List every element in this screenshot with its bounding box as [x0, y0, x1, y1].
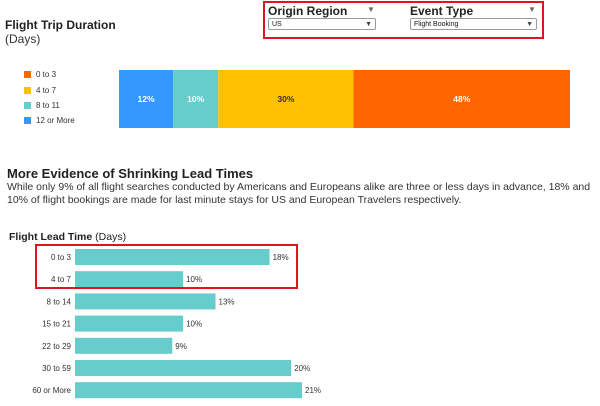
bar-22-to-29 — [75, 337, 173, 354]
legend-item: 4 to 7 — [24, 86, 75, 101]
stack-segment-4-to-7 — [218, 70, 354, 128]
value-label-15-to-21: 10% — [186, 320, 202, 329]
value-label-22-to-29: 9% — [175, 342, 187, 351]
legend-label: 12 or More — [36, 116, 75, 125]
value-label-30-to-59: 20% — [294, 364, 310, 373]
legend-label: 4 to 7 — [36, 86, 57, 95]
stack-segment-12-or-more — [119, 70, 174, 128]
legend-item: 12 or More — [24, 116, 75, 131]
section-body: While only 9% of all flight searches con… — [7, 181, 591, 206]
chevron-down-icon: ▼ — [365, 21, 372, 28]
stack-segment-0-to-3 — [353, 70, 570, 128]
trip-duration-units: (Days) — [5, 32, 41, 46]
legend-item: 8 to 11 — [24, 101, 75, 116]
chevron-down-icon: ▼ — [526, 21, 533, 28]
category-label-60-or-more: 60 or More — [32, 386, 71, 395]
origin-region-value: US — [272, 21, 282, 28]
legend-swatch-12-more — [24, 117, 31, 125]
event-type-menu-icon[interactable]: ▼ — [528, 5, 536, 14]
stack-segment-8-to-11 — [173, 70, 219, 128]
origin-region-label: Origin Region — [268, 4, 348, 18]
category-label-4-to-7: 4 to 7 — [51, 275, 72, 284]
stack-label-0-to-3: 48% — [453, 94, 470, 104]
category-label-22-to-29: 22 to 29 — [42, 342, 71, 351]
bar-60-or-more — [75, 382, 302, 399]
highlight-box-short-lead — [35, 244, 298, 289]
lead-time-title-main: Flight Lead Time — [9, 231, 93, 243]
lead-time-title: Flight Lead Time (Days) — [9, 231, 126, 243]
category-label-0-to-3: 0 to 3 — [51, 253, 72, 262]
lead-time-bar-chart: 0 to 3 18% 4 to 7 10% 8 to 14 13% 15 to 21 10% 2… — [32, 249, 321, 399]
bar-30-to-59 — [75, 360, 292, 376]
trip-duration-title: Flight Trip Duration — [5, 18, 116, 32]
legend-label: 0 to 3 — [36, 70, 57, 79]
category-label-8-to-14: 8 to 14 — [47, 297, 72, 306]
value-label-8-to-14: 13% — [219, 297, 235, 306]
stack-label-12-or-more: 12% — [138, 94, 155, 104]
category-label-15-to-21: 15 to 21 — [42, 320, 71, 329]
origin-region-menu-icon[interactable]: ▼ — [367, 5, 375, 14]
filters-highlight-box — [263, 1, 544, 39]
legend-swatch-0-3 — [24, 71, 31, 79]
bar-8-to-14 — [75, 293, 216, 310]
section-heading: More Evidence of Shrinking Lead Times — [7, 166, 254, 181]
stack-label-4-to-7: 30% — [277, 94, 294, 104]
value-label-60-or-more: 21% — [305, 386, 321, 395]
stack-label-8-to-11: 10% — [187, 94, 204, 104]
legend-swatch-4-7 — [24, 87, 31, 95]
bar-15-to-21 — [75, 315, 184, 332]
trip-duration-legend: 0 to 3 4 to 7 8 to 11 12 or More — [24, 70, 75, 131]
event-type-label: Event Type — [410, 4, 474, 18]
trip-duration-stacked-bar-chart: 12% 10% 30% 48% — [119, 70, 570, 128]
category-label-30-to-59: 30 to 59 — [42, 364, 71, 373]
legend-swatch-8-11 — [24, 102, 31, 110]
origin-region-select[interactable]: US ▼ — [268, 18, 376, 30]
legend-label: 8 to 11 — [36, 101, 60, 110]
bar-4-to-7 — [75, 271, 184, 288]
legend-item: 0 to 3 — [24, 70, 75, 86]
lead-time-title-units: (Days) — [95, 231, 127, 243]
event-type-value: Flight Booking — [414, 21, 459, 28]
value-label-0-to-3: 18% — [273, 253, 289, 262]
value-label-4-to-7: 10% — [186, 275, 202, 284]
bar-0-to-3 — [75, 249, 270, 265]
event-type-select[interactable]: Flight Booking ▼ — [410, 18, 537, 30]
